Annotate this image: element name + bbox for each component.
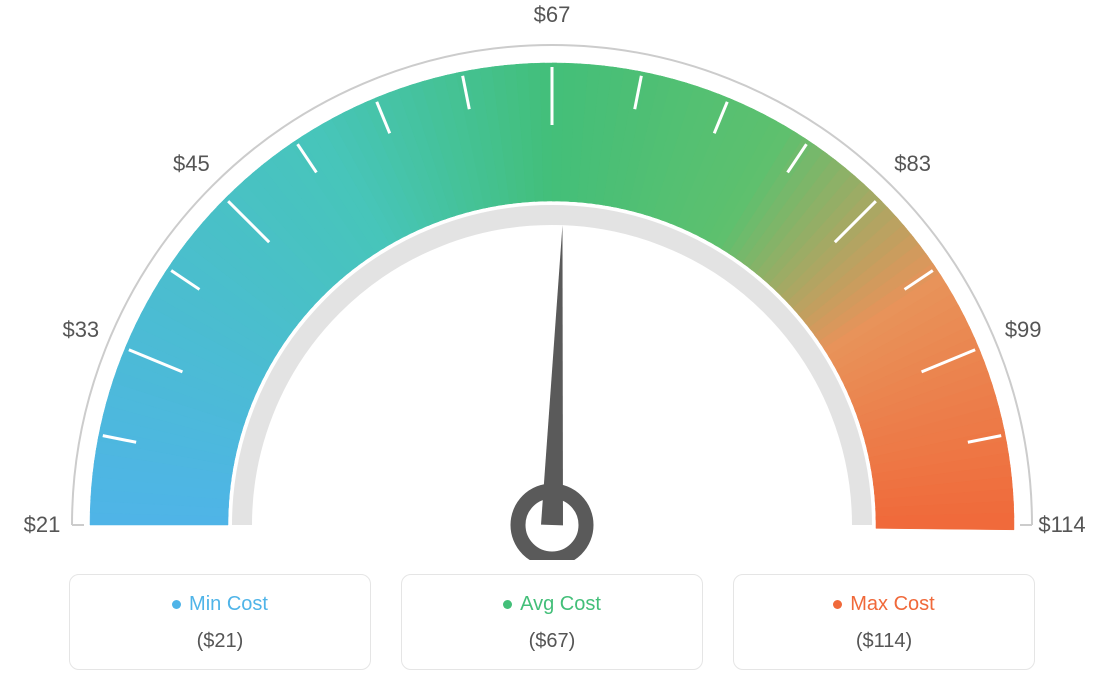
- legend-dot-min: [172, 600, 181, 609]
- legend-value-max: ($114): [734, 630, 1034, 653]
- legend-row: Min Cost ($21) Avg Cost ($67) Max Cost (…: [0, 574, 1104, 670]
- legend-label-avg: Avg Cost: [520, 593, 601, 616]
- legend-card-max: Max Cost ($114): [733, 574, 1035, 670]
- gauge-tick-label: $21: [24, 512, 61, 538]
- legend-dot-max: [833, 600, 842, 609]
- legend-value-min: ($21): [70, 630, 370, 653]
- cost-gauge-container: $21 $33 $45 $67 $83 $99 $114 Min Cost ($21) Av…: [0, 0, 1104, 690]
- gauge-tick-label: $67: [534, 2, 571, 28]
- gauge-tick-label: $33: [62, 317, 99, 343]
- legend-value-avg: ($67): [402, 630, 702, 653]
- gauge-tick-label: $83: [894, 151, 931, 177]
- legend-card-avg: Avg Cost ($67): [401, 574, 703, 670]
- gauge-chart: $21 $33 $45 $67 $83 $99 $114: [0, 0, 1104, 560]
- legend-label-max: Max Cost: [850, 593, 934, 616]
- gauge-tick-label: $99: [1005, 317, 1042, 343]
- gauge-tick-label: $114: [1038, 512, 1085, 538]
- legend-dot-avg: [503, 600, 512, 609]
- legend-card-min: Min Cost ($21): [69, 574, 371, 670]
- gauge-tick-label: $45: [173, 151, 210, 177]
- legend-label-min: Min Cost: [189, 593, 268, 616]
